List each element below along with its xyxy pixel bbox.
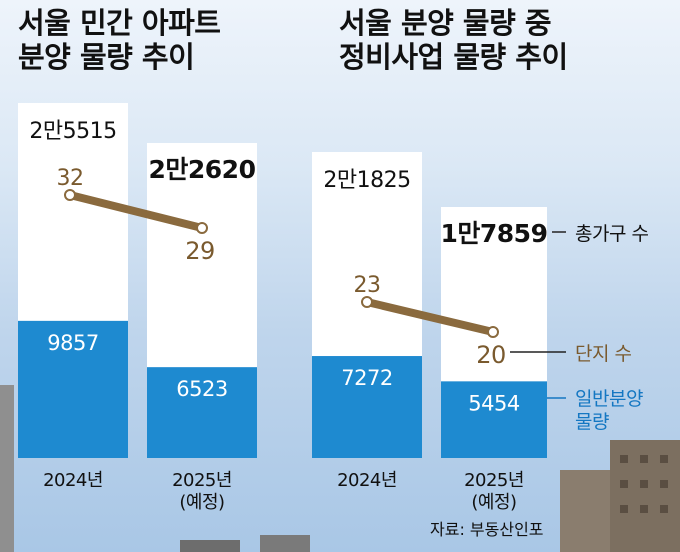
source-note: 자료: 부동산인포 xyxy=(430,520,544,539)
chart2-general-label-1: 7272 xyxy=(341,366,392,390)
chart1-general-label-1: 9857 xyxy=(47,331,98,355)
right-chart-title: 서울 분양 물량 중 정비사업 물량 추이 xyxy=(339,6,568,74)
chart1-category-label-2-line-1: 2025년 xyxy=(172,470,232,491)
chart1-total-label-2: 2만2620 xyxy=(149,155,256,184)
right-title-line-2: 정비사업 물량 추이 xyxy=(339,40,568,74)
left-title-line-2: 분양 물량 추이 xyxy=(18,40,195,74)
chart1-category-label-1: 2024년 xyxy=(43,470,103,491)
chart2-complex-label-1: 23 xyxy=(354,273,381,298)
chart2-category-label-2-line-2: (예정) xyxy=(471,492,516,513)
chart1-complex-point-1 xyxy=(64,189,76,201)
chart1-general-label-2: 6523 xyxy=(176,377,227,401)
chart2-complex-line xyxy=(363,298,497,336)
chart2-complex-label-2: 20 xyxy=(476,341,506,369)
left-title-line-1: 서울 민간 아파트 xyxy=(18,6,221,40)
chart1-total-label-1: 2만5515 xyxy=(29,119,116,144)
chart1-bar-general-1 xyxy=(18,320,128,458)
chart2-bar-general-2 xyxy=(441,381,547,458)
chart2-total-label-2: 1만7859 xyxy=(441,219,548,248)
chart1-category-label-2-line-2: (예정) xyxy=(179,492,224,513)
chart2-complex-point-1 xyxy=(361,296,373,308)
chart1-complex-line xyxy=(66,191,206,232)
chart2-total-label-1: 2만1825 xyxy=(323,168,410,193)
left-chart-title: 서울 민간 아파트 분양 물량 추이 xyxy=(18,6,221,74)
chart2-complex-point-2 xyxy=(487,326,499,338)
chart2-category-label-1: 2024년 xyxy=(337,470,397,491)
legend-general-label-line-2: 물량 xyxy=(575,411,609,433)
chart2-bar-general-1 xyxy=(312,356,422,458)
legend-complexes-label: 단지 수 xyxy=(575,343,631,365)
chart1-bar-general-2 xyxy=(147,367,257,458)
legend-total-label: 총가구 수 xyxy=(575,223,648,245)
chart2-category-label-2-line-1: 2025년 xyxy=(464,470,524,491)
chart2-general-label-2: 5454 xyxy=(468,391,520,415)
legend-general-label-line-1: 일반분양 xyxy=(575,388,643,410)
chart1-complex-point-2 xyxy=(196,222,208,234)
chart1-complex-label-1: 32 xyxy=(57,166,84,191)
right-title-line-1: 서울 분양 물량 중 xyxy=(339,6,552,40)
chart1-complex-label-2: 29 xyxy=(185,237,215,265)
